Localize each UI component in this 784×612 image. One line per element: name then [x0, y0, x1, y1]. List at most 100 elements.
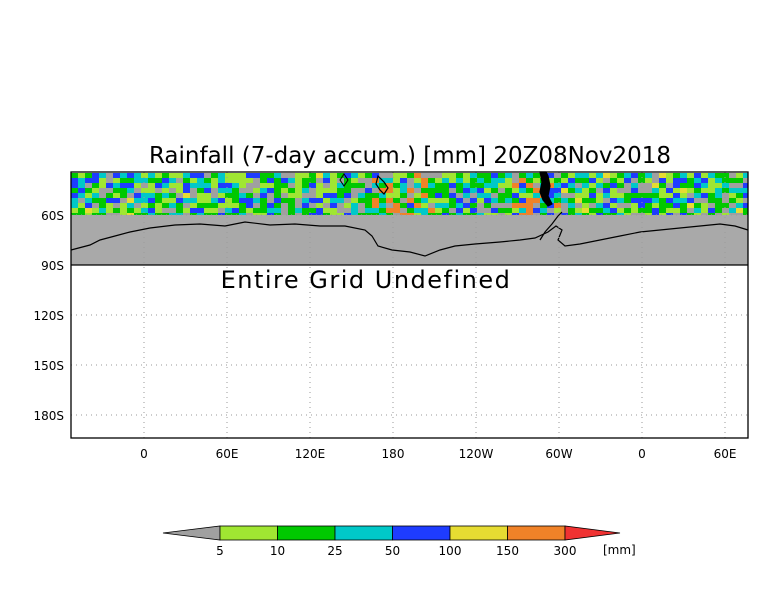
- rain-cell: [330, 208, 337, 213]
- rain-cell: [134, 193, 141, 198]
- rain-cell: [428, 193, 435, 198]
- rain-cell: [134, 208, 141, 213]
- rain-cell: [568, 203, 575, 208]
- rain-cell: [141, 203, 148, 208]
- rain-cell: [141, 193, 148, 198]
- rain-cell: [568, 188, 575, 193]
- colorbar-segment-5-10: [219, 525, 278, 541]
- rain-cell: [680, 208, 687, 213]
- rain-cell: [722, 213, 729, 215]
- lat-label-60s: 60S: [41, 209, 64, 223]
- rain-cell: [498, 213, 505, 215]
- rain-cell: [372, 193, 379, 198]
- rain-cell: [610, 178, 617, 183]
- rain-cell: [463, 203, 470, 208]
- rain-cell: [295, 208, 302, 213]
- rain-cell: [645, 213, 652, 215]
- rain-cell: [148, 183, 155, 188]
- rain-cell: [225, 188, 232, 193]
- rain-cell: [183, 188, 190, 193]
- rain-cell: [246, 208, 253, 213]
- rain-cell: [162, 188, 169, 193]
- rain-cell: [624, 213, 631, 215]
- rain-cell: [190, 183, 197, 188]
- rain-cell: [512, 173, 519, 178]
- rain-cell: [267, 203, 274, 208]
- rain-cell: [190, 173, 197, 178]
- rain-cell: [729, 178, 736, 183]
- rain-cell: [148, 193, 155, 198]
- rain-cell: [155, 178, 162, 183]
- rain-cell: [155, 198, 162, 203]
- rain-cell: [106, 208, 113, 213]
- rain-cell: [190, 208, 197, 213]
- rain-cell: [379, 173, 386, 178]
- rain-cell: [120, 178, 127, 183]
- colorbar-label-10: 10: [270, 544, 285, 558]
- rain-cell: [400, 208, 407, 213]
- rain-cell: [386, 213, 393, 215]
- rain-cell: [421, 188, 428, 193]
- rain-cell: [743, 203, 748, 208]
- rain-cell: [344, 213, 351, 215]
- rain-cell: [638, 188, 645, 193]
- rain-cell: [596, 213, 603, 215]
- rain-cell: [708, 183, 715, 188]
- rain-cell: [323, 193, 330, 198]
- rain-cell: [533, 183, 540, 188]
- rain-cell: [155, 173, 162, 178]
- rain-cell: [78, 193, 85, 198]
- rain-cell: [722, 208, 729, 213]
- rain-cell: [225, 173, 232, 178]
- rain-cell: [589, 213, 596, 215]
- rain-cell: [267, 193, 274, 198]
- rain-cell: [687, 208, 694, 213]
- rain-cell: [498, 203, 505, 208]
- rain-cell: [344, 183, 351, 188]
- rain-cell: [288, 173, 295, 178]
- rain-cell: [561, 183, 568, 188]
- colorbar-left-arrow: [162, 525, 221, 541]
- rain-cell: [71, 213, 78, 215]
- rain-cell: [302, 208, 309, 213]
- rain-cell: [281, 208, 288, 213]
- rain-cell: [232, 173, 239, 178]
- rain-cell: [106, 173, 113, 178]
- rain-cell: [680, 203, 687, 208]
- rain-cell: [694, 213, 701, 215]
- rain-cell: [351, 208, 358, 213]
- rain-cell: [253, 188, 260, 193]
- rain-cell: [232, 208, 239, 213]
- rain-cell: [617, 173, 624, 178]
- rain-cell: [155, 183, 162, 188]
- rain-cell: [582, 173, 589, 178]
- rain-cell: [302, 178, 309, 183]
- rain-cell: [78, 178, 85, 183]
- rain-cell: [127, 203, 134, 208]
- rain-cell: [701, 193, 708, 198]
- rain-cell: [169, 178, 176, 183]
- rain-cell: [351, 193, 358, 198]
- rain-cell: [575, 203, 582, 208]
- rain-cell: [302, 188, 309, 193]
- rain-cell: [393, 203, 400, 208]
- rain-cell: [225, 213, 232, 215]
- rain-cell: [428, 178, 435, 183]
- rain-cell: [512, 178, 519, 183]
- rain-cell: [694, 193, 701, 198]
- rain-cell: [246, 198, 253, 203]
- rain-cell: [526, 198, 533, 203]
- rain-cell: [288, 188, 295, 193]
- rain-cell: [568, 178, 575, 183]
- rain-cell: [463, 178, 470, 183]
- rain-cell: [211, 178, 218, 183]
- rain-cell: [540, 203, 547, 208]
- rain-cell: [379, 193, 386, 198]
- rain-cell: [197, 198, 204, 203]
- rain-cell: [659, 208, 666, 213]
- rain-cell: [260, 203, 267, 208]
- rain-cell: [281, 193, 288, 198]
- rain-cell: [575, 213, 582, 215]
- rain-cell: [323, 208, 330, 213]
- rain-cell: [330, 188, 337, 193]
